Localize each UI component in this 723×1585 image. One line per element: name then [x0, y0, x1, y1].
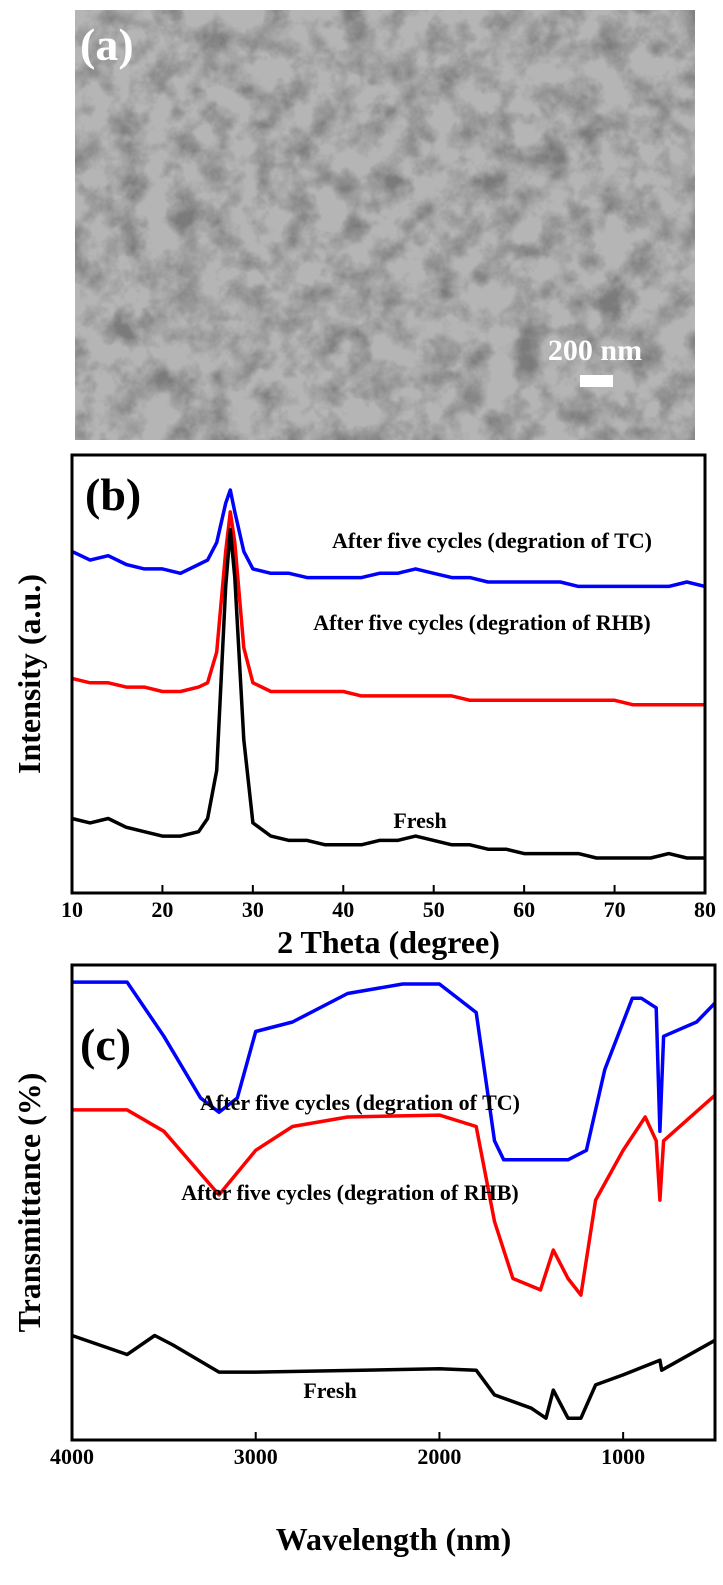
- panel-label: (a): [80, 19, 134, 70]
- series-line: [72, 980, 717, 1162]
- x-tick-label: 1000: [601, 1444, 645, 1469]
- series-label: Fresh: [393, 808, 446, 833]
- panel-label: (c): [80, 1019, 131, 1070]
- panel-label: (b): [85, 469, 141, 520]
- series-label: After five cycles (degration of RHB): [181, 1180, 518, 1205]
- x-tick-label: 30: [242, 897, 264, 922]
- series-label: After five cycles (degration of TC): [332, 528, 652, 553]
- scale-bar-label: 200 nm: [548, 334, 642, 367]
- y-axis-title: Intensity (a.u.): [11, 574, 47, 774]
- x-tick-label: 10: [61, 897, 83, 922]
- x-tick-label: 80: [694, 897, 716, 922]
- scale-bar: [580, 375, 613, 387]
- series-line: [71, 1333, 716, 1420]
- series-line: [71, 510, 705, 707]
- x-tick-label: 4000: [50, 1444, 94, 1469]
- series-line: [71, 488, 706, 589]
- plot-frame: [70, 453, 707, 895]
- plot-frame: [70, 963, 717, 1442]
- y-axis-title: Transmittance (%): [11, 1073, 47, 1333]
- x-tick-label: 50: [423, 897, 445, 922]
- x-axis-title: 2 Theta (degree): [277, 924, 500, 960]
- series-label: After five cycles (degration of RHB): [313, 610, 650, 635]
- x-tick-label: 2000: [417, 1444, 461, 1469]
- x-tick-label: 70: [604, 897, 626, 922]
- x-tick-label: 3000: [234, 1444, 278, 1469]
- series-label: After five cycles (degration of TC): [200, 1090, 520, 1115]
- sem-image: (a) 200 nm: [75, 10, 695, 440]
- series-line: [71, 527, 705, 860]
- series-line: [72, 1093, 717, 1297]
- x-tick-label: 60: [513, 897, 535, 922]
- x-tick-label: 20: [151, 897, 173, 922]
- x-axis-title: Wavelength (nm): [276, 1521, 512, 1557]
- series-label: Fresh: [303, 1378, 356, 1403]
- x-tick-label: 40: [332, 897, 354, 922]
